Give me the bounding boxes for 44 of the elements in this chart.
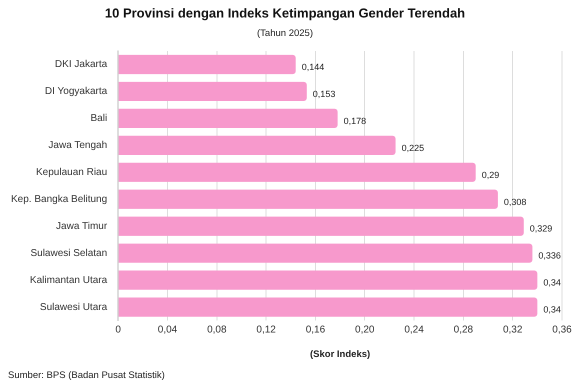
text: Sumber: BPS (Badan Pusat Statistik): [8, 370, 165, 381]
data-label: 0,153: [312, 88, 336, 99]
x-tick-label: 0: [115, 324, 122, 336]
y-tick-label: Kep. Bangka Belitung: [10, 194, 108, 206]
bar: [118, 216, 524, 236]
bar: [118, 190, 498, 209]
data-label: 0,29: [482, 170, 500, 180]
data-label: 0,34: [543, 304, 561, 315]
bar: [118, 54, 296, 74]
data-label: 0,308: [504, 196, 526, 207]
bar: [118, 298, 538, 317]
y-tick-label: Kepulauan Riau: [36, 167, 108, 178]
bar: [118, 136, 396, 155]
y-tick-label: Jawa Tengah: [48, 140, 108, 152]
y-tick-label: DI Yogyakarta: [44, 86, 108, 98]
data-label: 0,329: [530, 224, 552, 234]
data-label: 0,336: [538, 250, 561, 261]
x-tick-label: 0,28: [454, 324, 474, 336]
bar: [118, 162, 476, 182]
data-label: 0,178: [344, 116, 366, 126]
x-axis-title: (Skor Indeks): [310, 348, 370, 360]
chart-subtitle: (Tahun 2025): [257, 28, 313, 39]
bar: [118, 82, 307, 102]
x-tick-label: 0,08: [207, 324, 227, 336]
bar: [118, 108, 338, 128]
bar: [118, 270, 538, 290]
y-tick-label: Jawa Timur: [56, 220, 108, 232]
y-tick-label: Kalimantan Utara: [30, 274, 108, 286]
data-label: 0,144: [302, 62, 324, 72]
x-tick-label: 0,16: [306, 324, 326, 336]
x-tick-label: 0,36: [552, 324, 572, 336]
data-label: 0,225: [402, 142, 424, 153]
x-tick-label: 0,04: [158, 324, 178, 336]
y-tick-label: Bali: [90, 113, 108, 124]
y-tick-label: Sulawesi Selatan: [30, 248, 108, 259]
bar: [118, 244, 532, 263]
y-tick-label: DKI Jakarta: [54, 59, 108, 70]
x-tick-label: 0,12: [256, 324, 276, 336]
x-tick-label: 0,24: [404, 324, 424, 336]
data-label: 0,34: [543, 278, 561, 288]
x-tick-label: 0,20: [355, 324, 375, 336]
chart-title: 10 Provinsi dengan Indeks Ketimpangan Gender Terendah: [104, 5, 466, 20]
x-tick-label: 0,32: [502, 324, 523, 336]
y-tick-label: Sulawesi Utara: [40, 302, 108, 313]
